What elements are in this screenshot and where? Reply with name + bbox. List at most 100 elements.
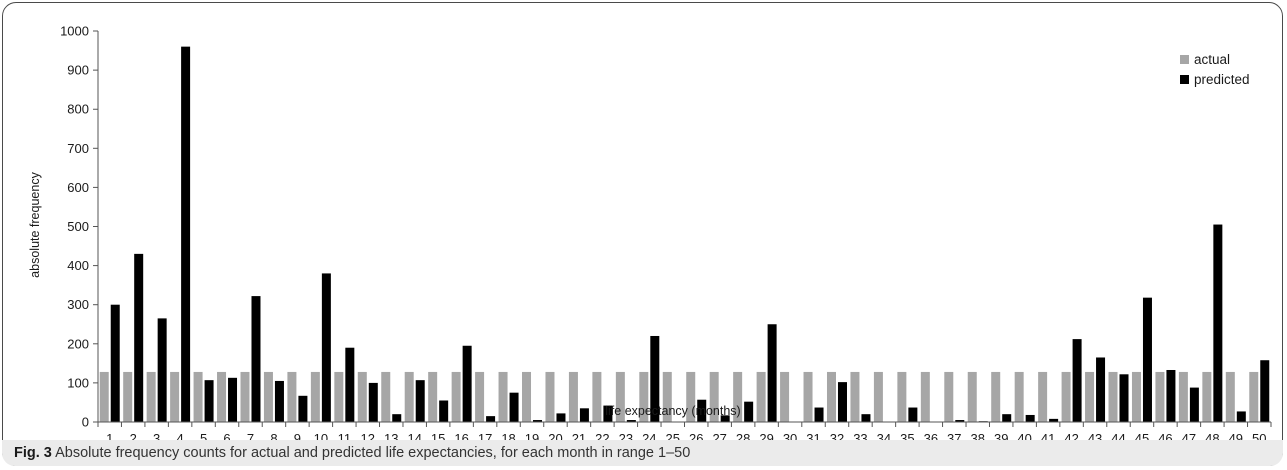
- bar-actual: [1108, 371, 1118, 422]
- bar-actual: [193, 371, 203, 422]
- bar-actual: [263, 371, 273, 422]
- bar-predicted: [626, 420, 636, 422]
- y-tick-label: 500: [67, 219, 89, 234]
- bar-actual: [662, 371, 672, 422]
- bar-actual: [1085, 371, 1095, 422]
- bar-predicted: [509, 392, 519, 422]
- bar-predicted: [1189, 387, 1199, 422]
- bar-predicted: [1236, 411, 1246, 422]
- bar-predicted: [1049, 418, 1059, 422]
- bar-actual: [967, 371, 977, 422]
- x-tick-label: 8: [270, 431, 277, 446]
- bar-actual: [920, 371, 930, 422]
- x-tick-label: 6: [223, 431, 230, 446]
- bar-predicted: [1072, 339, 1082, 422]
- legend-swatch-actual: [1180, 55, 1189, 64]
- bar-predicted: [157, 318, 167, 422]
- bar-predicted: [368, 382, 378, 422]
- bar-actual: [170, 371, 180, 422]
- bar-predicted: [533, 420, 543, 422]
- x-tick-label: 7: [247, 431, 254, 446]
- bar-predicted: [1142, 297, 1152, 422]
- bar-actual: [944, 371, 954, 422]
- bar-predicted: [1096, 357, 1106, 422]
- bar-actual: [568, 371, 578, 422]
- bar-actual: [428, 371, 438, 422]
- bar-predicted: [861, 414, 871, 422]
- x-tick-label: 3: [153, 431, 160, 446]
- legend-label-predicted: predicted: [1194, 72, 1250, 87]
- bar-predicted: [415, 380, 425, 422]
- bar-actual: [1131, 371, 1141, 422]
- bar-actual: [1014, 371, 1024, 422]
- x-tick-label: 1: [106, 431, 113, 446]
- bar-actual: [357, 371, 367, 422]
- y-axis-title: absolute frequency: [28, 171, 42, 277]
- y-tick-label: 700: [67, 141, 89, 156]
- bar-actual: [1038, 371, 1048, 422]
- figure-caption-label: Fig. 3: [14, 445, 52, 461]
- bar-predicted: [1025, 414, 1035, 422]
- bar-predicted: [603, 405, 613, 422]
- bar-predicted: [837, 382, 847, 422]
- legend-swatch-predicted: [1180, 75, 1189, 84]
- bar-actual: [686, 371, 696, 422]
- bar-predicted: [1002, 414, 1012, 422]
- y-tick-label: 1000: [60, 24, 89, 39]
- bar-actual: [146, 371, 156, 422]
- bar-actual: [545, 371, 555, 422]
- bar-predicted: [486, 416, 496, 422]
- bar-actual: [897, 371, 907, 422]
- bar-predicted: [439, 400, 449, 422]
- bar-predicted: [204, 380, 214, 422]
- bar-predicted: [908, 407, 918, 422]
- bar-actual: [639, 371, 649, 422]
- figure-caption: Fig. 3 Absolute frequency counts for act…: [2, 440, 1283, 466]
- bar-actual: [451, 371, 461, 422]
- bar-predicted: [697, 399, 707, 422]
- legend-label-actual: actual: [1194, 52, 1230, 67]
- bar-predicted: [720, 415, 730, 422]
- bar-actual: [873, 371, 883, 422]
- bar-predicted: [345, 347, 355, 422]
- bar-actual: [404, 371, 414, 422]
- bar-predicted: [110, 304, 120, 422]
- bar-actual: [475, 371, 485, 422]
- bar-actual: [803, 371, 813, 422]
- bar-actual: [217, 371, 227, 422]
- bar-actual: [1178, 371, 1188, 422]
- bar-actual: [334, 371, 344, 422]
- bar-actual: [381, 371, 391, 422]
- bar-predicted: [298, 395, 308, 422]
- x-tick-label: 9: [294, 431, 301, 446]
- y-tick-label: 600: [67, 180, 89, 195]
- bar-predicted: [181, 46, 191, 422]
- bar-predicted: [955, 420, 965, 422]
- x-tick-label: 2: [130, 431, 137, 446]
- bar-actual: [310, 371, 320, 422]
- bar-actual: [733, 371, 743, 422]
- bar-predicted: [134, 253, 144, 422]
- y-tick-label: 100: [67, 375, 89, 390]
- y-tick-label: 0: [82, 415, 89, 430]
- bar-predicted: [392, 414, 402, 422]
- bar-predicted: [767, 324, 777, 422]
- bar-actual: [1061, 371, 1071, 422]
- bar-actual: [850, 371, 860, 422]
- bar-actual: [287, 371, 297, 422]
- bar-actual: [592, 371, 602, 422]
- bar-predicted: [579, 408, 589, 422]
- bar-actual: [498, 371, 508, 422]
- bar-actual: [1155, 371, 1165, 422]
- bar-predicted: [1213, 224, 1223, 422]
- bar-actual: [1249, 371, 1259, 422]
- bar-actual: [522, 371, 532, 422]
- bar-predicted: [744, 401, 754, 422]
- bar-predicted: [462, 345, 472, 422]
- bar-chart: 0 100 200 300 400 500 600 700 800 900 1000 1 2 3 4 5 6 7 8…: [28, 24, 1272, 446]
- bar-actual: [1225, 371, 1235, 422]
- bar-actual: [99, 371, 109, 422]
- plot-area: 0 100 200 300 400 500 600 700 800 900 1000 1 2 3 4 5 6 7 8…: [60, 24, 1272, 446]
- bar-predicted: [1260, 360, 1270, 422]
